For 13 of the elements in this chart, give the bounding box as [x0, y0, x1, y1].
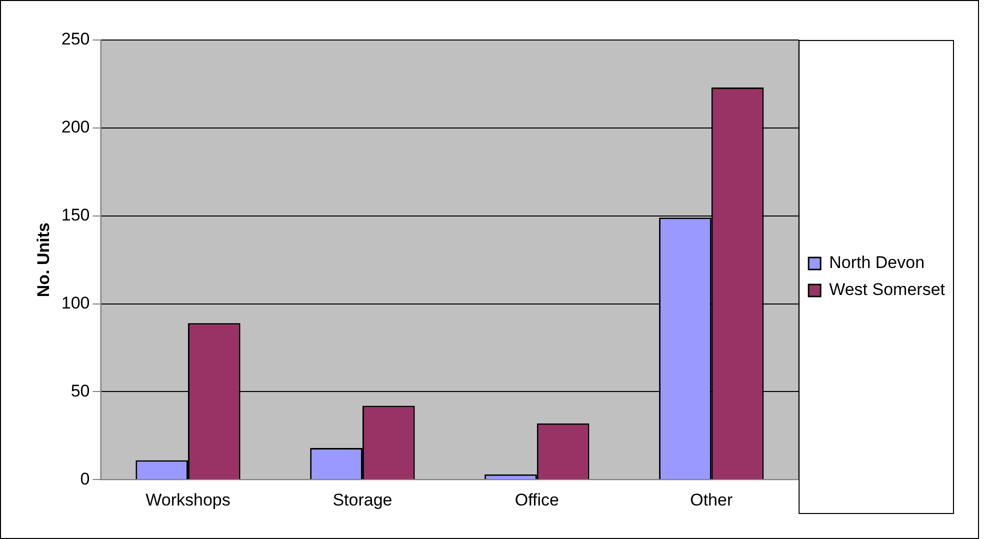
x-tick-label: Office — [514, 490, 559, 510]
y-tick-label: 250 — [61, 30, 90, 49]
x-tick-label: Storage — [332, 490, 392, 510]
x-tick-label: Other — [690, 490, 733, 510]
x-tick-label: Workshops — [146, 490, 230, 510]
y-tick-label: 150 — [61, 206, 90, 225]
y-tick-label: 100 — [61, 293, 90, 312]
y-axis-title: No. Units — [34, 222, 53, 298]
legend-label: North Devon — [829, 253, 925, 272]
y-tick-label: 200 — [61, 118, 90, 137]
y-tick-label: 50 — [70, 381, 90, 400]
legend-label: West Somerset — [829, 280, 946, 300]
y-tick-label: 0 — [80, 469, 90, 488]
